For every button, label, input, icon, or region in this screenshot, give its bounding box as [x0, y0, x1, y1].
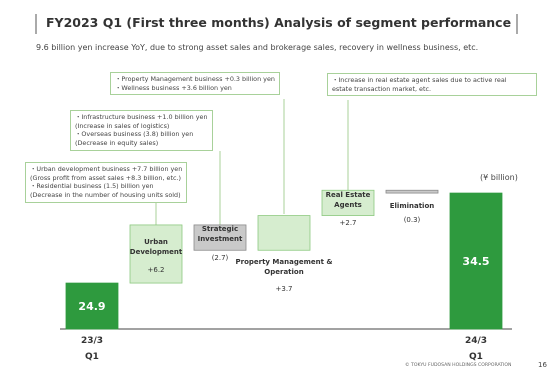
value-label: +6.2 [147, 266, 165, 274]
annotation-line: (Gross profit from asset sales +8.3 bill… [30, 173, 182, 182]
annotation-line: ・Residential business (1.5) billion yen [30, 182, 154, 191]
period-label: Q1 [85, 352, 99, 362]
annotation-box: ・Infrastructure business +1.0 billion ye… [70, 110, 213, 151]
value-label: (0.3) [403, 216, 421, 224]
category-label: Property Management & Operation [235, 258, 333, 277]
annotation-box: ・Urban development business +7.7 billion… [25, 162, 188, 203]
unit-label: (¥ billion) [480, 173, 518, 182]
chart-title: FY2023 Q1 (First three months) Analysis … [46, 15, 512, 30]
value-label: 34.5 [462, 255, 489, 268]
x-tick-label: 24/3 [465, 336, 487, 346]
annotation-line: (Decrease in the number of housing units… [30, 190, 181, 199]
annotation-line: ・Urban development business +7.7 billion… [30, 165, 183, 173]
annotation-box: ・Increase in real estate agent sales due… [327, 73, 537, 97]
annotation-line: (Decrease in equity sales) [75, 138, 159, 147]
bar [321, 189, 375, 216]
bar [385, 189, 439, 194]
category-label: Strategic Investment [197, 225, 243, 244]
value-label: (2.7) [211, 254, 229, 262]
annotation-line: (Increase in sales of logistics) [75, 121, 170, 130]
x-tick-label: 23/3 [81, 336, 103, 346]
annotation-line: ・Infrastructure business +1.0 billion ye… [75, 113, 208, 121]
bar [65, 282, 119, 330]
category-label: Real Estate Agents [325, 191, 371, 210]
annotation-line: estate transaction market, etc. [332, 84, 432, 93]
annotation-line: ・Increase in real estate agent sales due… [332, 76, 507, 84]
annotation-line: ・Property Management business +0.3 billi… [115, 75, 275, 83]
category-label: Elimination [389, 202, 435, 210]
annotation-box: ・Property Management business +0.3 billi… [110, 72, 280, 96]
annotation-line: ・Wellness business +3.6 billion yen [115, 83, 232, 92]
subtitle: 9.6 billion yen increase YoY, due to str… [36, 43, 479, 52]
value-label: +2.7 [339, 219, 357, 227]
bar [129, 224, 183, 284]
bar [257, 215, 311, 251]
footer: © TOKYU FUDOSAN HOLDINGS CORPORATION [405, 363, 512, 368]
value-label: 24.9 [78, 300, 105, 313]
value-label: +3.7 [275, 285, 293, 293]
period-label: Q1 [469, 352, 483, 362]
bar [193, 224, 247, 251]
bar [449, 192, 503, 330]
annotation-line: ・Overseas business (3.8) billion yen [75, 130, 194, 139]
category-label: Urban Development [129, 238, 183, 257]
page-number: 16 [538, 361, 547, 369]
